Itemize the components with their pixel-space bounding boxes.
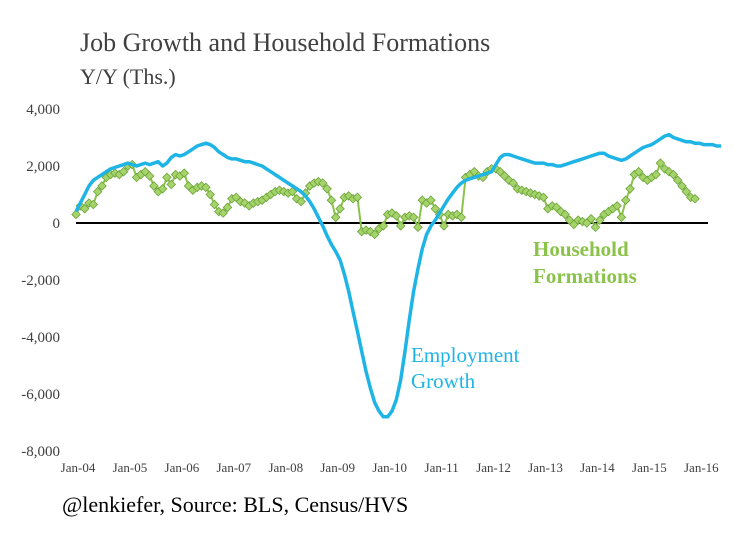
household-point (97, 181, 107, 191)
household-point (651, 169, 661, 180)
household-point (71, 209, 81, 220)
household-point (118, 166, 129, 177)
household-point (677, 181, 687, 191)
household-point (681, 186, 692, 197)
household-point (179, 168, 189, 178)
household-point (616, 212, 627, 223)
household-point (659, 164, 670, 174)
household-point (369, 229, 380, 240)
household-point (335, 203, 345, 214)
household-point (205, 189, 215, 200)
household-point (408, 212, 419, 223)
household-point (612, 201, 622, 211)
x-tick-label: Jan-10 (372, 460, 407, 475)
household-point (556, 206, 566, 217)
household-point (201, 182, 211, 193)
employment-growth-line (74, 132, 721, 419)
x-tick-label: Jan-16 (684, 460, 719, 475)
household-point (590, 222, 601, 233)
household-point (430, 203, 441, 214)
household-point (538, 192, 549, 203)
household-point (322, 184, 332, 194)
household-point (664, 166, 674, 177)
household-point (395, 221, 406, 231)
y-tick-label: -8,000 (21, 444, 60, 460)
household-point (149, 181, 159, 191)
household-point (426, 195, 436, 205)
x-tick-label: Jan-13 (528, 460, 563, 475)
household-point (218, 208, 228, 218)
x-tick-label: Jan-09 (320, 460, 355, 475)
household-point (317, 178, 328, 188)
household-point (439, 221, 449, 231)
y-tick-label: 4,000 (26, 102, 60, 118)
household-point (330, 212, 341, 223)
x-tick-label: Jan-06 (165, 460, 200, 475)
y-tick-label: -6,000 (21, 387, 60, 403)
household-point (296, 196, 306, 207)
household-point (287, 186, 298, 197)
x-tick-label: Jan-11 (425, 460, 459, 475)
x-tick-label: Jan-07 (216, 460, 251, 475)
household-point (655, 158, 666, 168)
household-point (413, 222, 423, 233)
y-tick-label: 0 (53, 216, 61, 232)
household-label-line-2: Formations (533, 264, 637, 288)
household-point (633, 166, 644, 177)
household-point (690, 194, 700, 204)
household-point (456, 212, 467, 223)
chart-subtitle: Y/Y (Ths.) (80, 64, 176, 89)
household-point (79, 203, 90, 214)
source-note: @lenkiefer, Source: BLS, Census/HVS (62, 492, 409, 517)
household-point (391, 211, 402, 221)
x-tick-label: Jan-14 (580, 460, 615, 475)
household-point (144, 171, 155, 181)
household-point (222, 202, 233, 213)
household-point (209, 199, 220, 210)
x-tick-label: Jan-08 (268, 460, 303, 475)
household-point (504, 175, 514, 186)
household-point (157, 184, 168, 194)
household-label-line-1: Household (533, 237, 629, 261)
employment-label-line-2: Growth (411, 369, 476, 393)
y-tick-label: -4,000 (21, 330, 60, 346)
household-point (166, 179, 176, 190)
household-point (668, 169, 679, 180)
household-point (92, 186, 103, 197)
household-point (620, 195, 631, 205)
household-point (88, 199, 99, 210)
household-point (672, 175, 683, 186)
x-tick-label: Jan-04 (61, 460, 96, 475)
household-point (625, 184, 635, 194)
x-tick-label: Jan-12 (476, 460, 511, 475)
household-point (352, 192, 363, 203)
household-point (560, 209, 570, 220)
chart-title: Job Growth and Household Formations (80, 28, 491, 57)
y-tick-label: 2,000 (26, 159, 60, 175)
household-point (162, 172, 172, 183)
household-point (508, 178, 518, 188)
household-point (326, 195, 337, 205)
x-tick-label: Jan-15 (632, 460, 667, 475)
household-point (595, 215, 605, 225)
employment-label-line-1: Employment (411, 343, 520, 367)
y-tick-label: -2,000 (21, 273, 60, 289)
household-point (378, 221, 389, 231)
x-tick-label: Jan-05 (113, 460, 148, 475)
household-point (586, 213, 596, 224)
